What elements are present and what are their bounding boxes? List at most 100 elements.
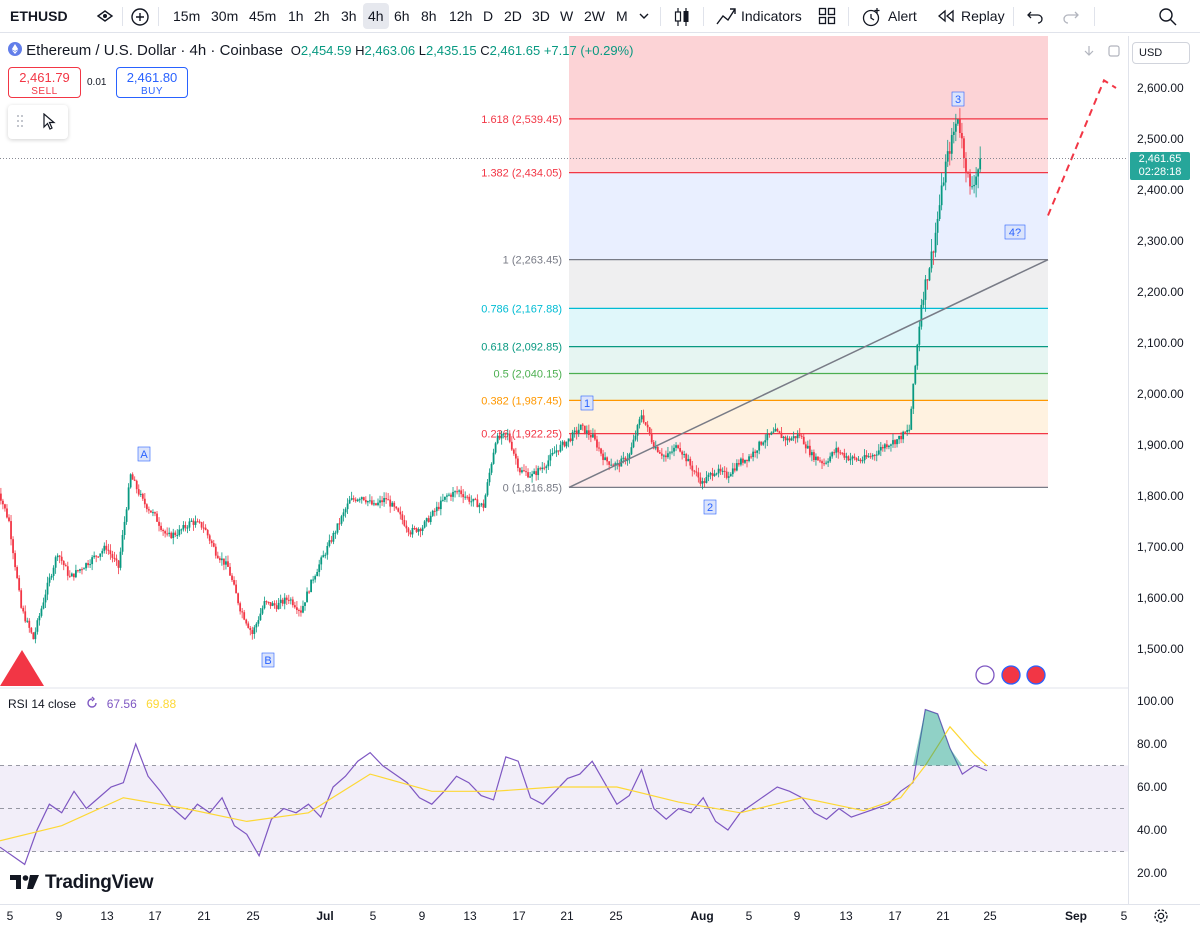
undo-icon[interactable] [1026,8,1044,24]
drag-handle-icon[interactable] [16,114,24,130]
currency-selector[interactable]: USD [1132,42,1190,64]
candle-body [385,498,388,500]
candle-body [206,530,209,536]
candle-body [691,465,694,471]
floating-drawing-toolbar[interactable] [8,105,68,139]
candle-body [427,518,430,523]
interval-3h[interactable]: 3h [341,8,357,24]
candle-body [474,498,477,500]
candle-body [577,429,580,434]
fib-level-label: 0.382 (1,987.45) [481,395,562,407]
alert-button[interactable]: Alert [888,8,917,24]
candle-body [178,529,181,535]
candle-body [287,599,290,601]
price-axis[interactable] [1128,36,1200,688]
interval-12h[interactable]: 12h [449,8,473,24]
candle-body [466,496,469,498]
candle-body [450,494,452,497]
settings-icon[interactable] [1107,44,1121,58]
layout-grid-icon[interactable] [818,7,836,25]
candle-body [916,344,919,366]
candle-body [425,518,428,522]
candle-body [729,474,732,477]
candle-body [606,457,609,462]
time-tick-label: Sep [1064,909,1088,923]
interval-D[interactable]: D [483,8,494,24]
scroll-to-latest-icon[interactable] [1082,44,1096,58]
interval-15m[interactable]: 15m [173,8,201,24]
interval-4h[interactable]: 4h [363,3,389,29]
interval-6h[interactable]: 6h [394,8,410,24]
candle-body [212,543,215,547]
candle-body [91,557,94,565]
rsi-label[interactable]: RSI 14 close [8,697,77,711]
candle-body [312,579,315,581]
candle-body [496,435,499,444]
candle-body [101,550,104,554]
candle-body [772,431,775,433]
interval-1h[interactable]: 1h [288,8,304,24]
symbol-search[interactable]: ETHUSD [10,8,68,24]
candle-body [904,431,907,433]
price-chart[interactable]: 1.618 (2,539.45) 1.382 (2,434.05) 1 (2,263… [0,36,1128,904]
interval-2h[interactable]: 2h [314,8,330,24]
interval-W[interactable]: W [560,8,574,24]
fib-level-label: 0.236 (1,922.25) [481,429,562,441]
candle-body [66,566,69,576]
interval-8h[interactable]: 8h [421,8,437,24]
candle-body [476,499,479,508]
replay-rewind-icon[interactable] [936,9,956,23]
buy-button[interactable]: 2,461.80 BUY [116,67,188,98]
interval-45m[interactable]: 45m [249,8,277,24]
price-tick-label: 2,500.00 [1137,132,1184,146]
indicators-button[interactable]: Indicators [741,8,802,24]
candle-body [158,521,160,526]
tradingview-logo-icon [10,875,39,889]
candle-body [486,482,489,496]
candle-body [780,432,783,439]
candle-body [823,463,825,465]
candle-body [857,459,860,461]
tradingview-logo[interactable]: TradingView [10,872,154,894]
candle-body [50,575,53,578]
candle-body [738,463,740,465]
gear-icon[interactable] [1153,908,1169,924]
candle-body [342,512,345,517]
search-icon[interactable] [1158,7,1178,27]
time-tick-label: 5 [1120,909,1128,923]
candle-body [202,527,205,529]
interval-3D[interactable]: 3D [532,8,550,24]
chevron-down-icon[interactable] [638,11,650,21]
indicators-icon[interactable] [715,6,737,26]
time-axis[interactable] [0,904,1200,928]
fib-level-label: 0.786 (2,167.88) [481,303,562,315]
candles-chart-type-icon[interactable] [672,6,692,28]
symbol-title[interactable]: Ethereum / U.S. Dollar · 4h · Coinbase [26,42,283,59]
interval-2D[interactable]: 2D [504,8,522,24]
candle-body [72,573,75,578]
candle-body [154,512,156,514]
interval-2W[interactable]: 2W [584,8,605,24]
alert-clock-icon[interactable] [861,6,883,28]
candle-body [397,508,400,512]
symbol-info-icon[interactable] [96,8,114,24]
interval-M[interactable]: M [616,8,628,24]
candle-body [881,446,884,449]
candle-body [768,433,771,435]
candle-body [529,476,531,478]
candle-body [545,466,548,468]
sell-button[interactable]: 2,461.79 SELL [8,67,81,98]
redo-icon[interactable] [1062,8,1080,24]
compare-symbol-icon[interactable] [130,7,150,27]
candle-body [470,501,473,503]
candle-body [168,532,171,535]
candle-body [602,453,604,460]
interval-30m[interactable]: 30m [211,8,239,24]
rsi-legend: RSI 14 close 67.56 69.88 [8,696,176,711]
replay-button[interactable]: Replay [961,8,1005,24]
candle-body [200,522,203,528]
candle-body [683,454,686,456]
candle-body [746,459,748,462]
candle-body [715,473,718,475]
cursor-arrow-icon[interactable] [42,113,56,131]
